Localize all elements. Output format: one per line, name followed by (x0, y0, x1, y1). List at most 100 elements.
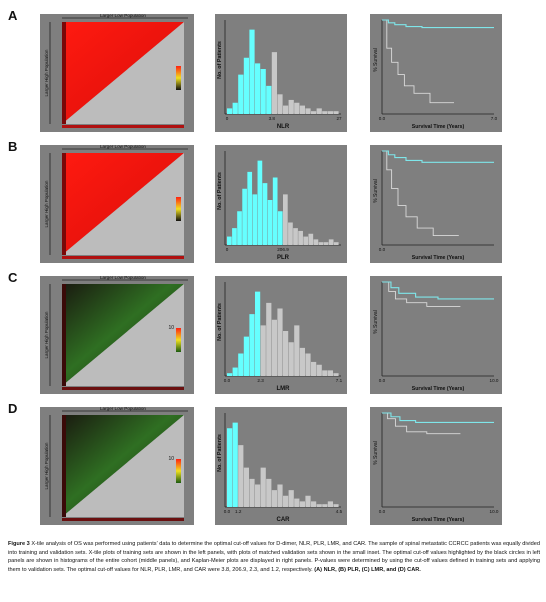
histogram-bar (333, 111, 339, 114)
histogram-bar (311, 361, 317, 376)
histogram-xtick: 206.9 (277, 247, 289, 252)
histogram-bar (283, 194, 288, 245)
xtile-bottom-strip (62, 125, 184, 128)
xtile-left-label: Larger High Population (44, 311, 49, 358)
km-curve-high-group (382, 412, 461, 435)
km-xtick: 10.0 (490, 378, 499, 383)
histogram-xtick: 2.3 (257, 378, 264, 383)
histogram-bar (271, 319, 277, 376)
km-curve-low-group (382, 19, 494, 29)
histogram-bar (277, 94, 283, 114)
histogram-bar (238, 74, 244, 114)
histogram-bar (305, 108, 311, 114)
xtile-bottom-strip (62, 387, 184, 390)
histogram-bar (322, 504, 328, 507)
xtile-gray-region (62, 153, 184, 255)
km-x-label: Survival Time (Years) (412, 386, 465, 392)
histogram-bar (288, 490, 294, 507)
histogram-bar (298, 230, 303, 245)
histogram-bar (232, 422, 238, 507)
xtile-color-scale (176, 459, 181, 483)
histogram-bar (227, 373, 233, 376)
histogram-bar (260, 325, 266, 376)
histogram-bar (271, 52, 277, 114)
km-plot: 0.0 10.0 Survival Time (Years) % Survival (370, 276, 502, 394)
histogram-bar (333, 373, 339, 376)
km-curve-low-group (382, 281, 494, 300)
caption-label: Figure 3 (8, 541, 30, 547)
xtile-edge-strip (62, 284, 66, 386)
xtile-top-label: Larger Low Population (100, 145, 146, 149)
histogram-bar (294, 325, 300, 376)
xtile-plot: Larger Low Population Larger High Populat… (40, 14, 194, 132)
panel-letter: C (8, 270, 18, 285)
km-xtick: 10.0 (490, 509, 499, 514)
km-xtick: 0.0 (379, 116, 386, 121)
km-x-label: Survival Time (Years) (412, 124, 465, 130)
histogram-y-label: No. of Patients (217, 172, 223, 210)
histogram-bar (262, 183, 268, 245)
histogram-bar (243, 336, 249, 376)
xtile-plot: Larger Low Population Larger High Populat… (40, 407, 194, 525)
histogram-bar (232, 367, 238, 376)
histogram-bar (238, 353, 244, 376)
histogram-bar (237, 211, 242, 245)
histogram-bar (328, 239, 334, 245)
histogram-bar (294, 498, 300, 507)
histogram-x-label: PLR (277, 255, 290, 261)
histogram-bar (271, 490, 277, 507)
xtile-top-label: Larger Low Population (100, 276, 146, 280)
histogram-bar (308, 233, 314, 245)
histogram-bar (249, 29, 255, 114)
histogram-bar (260, 467, 266, 507)
histogram-bar (327, 111, 333, 114)
caption-body: X-tile analysis of OS was performed usin… (8, 541, 540, 573)
xtile-color-scale (176, 197, 181, 221)
histogram-bar (266, 478, 272, 507)
histogram-chart: 0.0 2.3 7.1 LMR No. of Patients (215, 276, 347, 394)
xtile-gray-region (62, 284, 184, 386)
km-xtick: 0.0 (379, 509, 386, 514)
histogram-bar (247, 171, 253, 245)
km-curve-high-group (382, 150, 459, 237)
km-curve-low-group (382, 412, 494, 423)
xtile-left-label: Larger High Population (44, 180, 49, 227)
histogram-bar (277, 484, 283, 507)
histogram-bar (283, 331, 289, 376)
histogram-bar (227, 108, 233, 114)
histogram-bar (299, 501, 305, 507)
histogram-bar (257, 160, 263, 245)
km-x-label: Survival Time (Years) (412, 517, 465, 523)
histogram-chart: 0 3.8 27 NLR No. of Patients (215, 14, 347, 132)
histogram-x-label: CAR (277, 517, 291, 523)
histogram-bar (227, 428, 233, 507)
histogram-bar (318, 242, 324, 245)
histogram-bar (252, 194, 258, 245)
caption-panels: (A) NLR, (B) PLR, (C) LMR, and (D) CAR. (314, 566, 421, 573)
xtile-top-label: Larger Low Population (100, 14, 146, 18)
km-y-label: % Survival (373, 179, 379, 203)
km-background (370, 276, 502, 394)
histogram-bar (232, 228, 237, 245)
histogram-bar (316, 108, 322, 114)
histogram-bar (272, 177, 278, 245)
xtile-plot: Larger Low Population Larger High Populat… (40, 276, 194, 394)
histogram-bar (333, 242, 339, 245)
histogram-bar (249, 478, 255, 507)
histogram-bar (255, 484, 261, 507)
xtile-gray-region (62, 22, 184, 124)
km-y-label: % Survival (373, 48, 379, 72)
histogram-bar (322, 370, 328, 376)
histogram-x-label: NLR (277, 124, 290, 130)
histogram-xtick: 7.1 (336, 378, 343, 383)
histogram-bar (288, 99, 294, 114)
histogram-xtick: 27 (336, 116, 342, 121)
km-plot: 0.0 10.0 Survival Time (Years) % Survival (370, 407, 502, 525)
km-xtick: 0.0 (379, 247, 386, 252)
histogram-bar (243, 467, 249, 507)
histogram-y-label: No. of Patients (217, 41, 223, 79)
histogram-bar (294, 102, 300, 114)
histogram-xtick: 3.8 (269, 116, 276, 121)
histogram-bar (283, 495, 289, 507)
histogram-bar (242, 188, 247, 245)
